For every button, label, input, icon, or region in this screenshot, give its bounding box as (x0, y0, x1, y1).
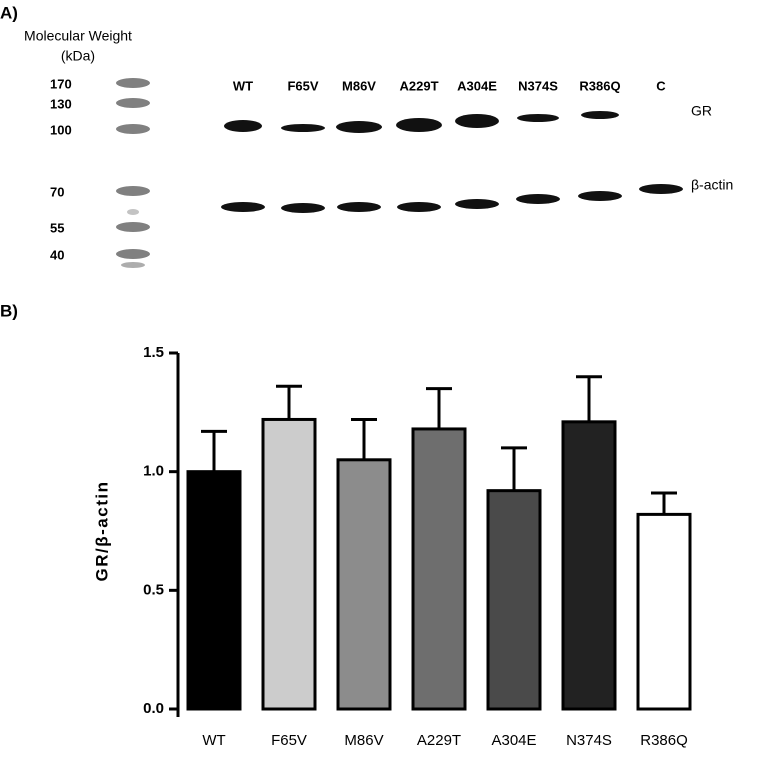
bar (411, 427, 467, 711)
blot-band (639, 184, 683, 194)
mw-unit: (kDa) (61, 48, 95, 64)
blot-band (455, 114, 499, 128)
blot-band (397, 202, 441, 212)
blot-band (224, 120, 262, 132)
lane-label: A304E (457, 78, 497, 93)
bar (636, 512, 692, 711)
blot-band (281, 124, 325, 132)
bar (336, 458, 392, 711)
y-tick-label: 0.5 (143, 581, 164, 598)
panel-label: A) (0, 3, 18, 22)
marker-label: 170 (50, 76, 72, 91)
ladder-band (116, 249, 150, 259)
y-tick-label: 1.5 (143, 344, 164, 361)
ladder-band (127, 209, 139, 215)
bar (186, 470, 242, 711)
mw-title: Molecular Weight (24, 28, 132, 44)
marker-label: 40 (50, 247, 64, 262)
blot-band (396, 118, 442, 132)
x-tick-label: M86V (344, 732, 383, 749)
blot-band (581, 111, 619, 119)
blot-band (517, 114, 559, 122)
marker-label: 55 (50, 220, 64, 235)
x-tick-label: A229T (417, 732, 461, 749)
bar (261, 417, 317, 711)
ladder-band (116, 98, 150, 108)
marker-label: 130 (50, 96, 72, 111)
ladder-band (116, 78, 150, 88)
x-tick-label: R386Q (640, 732, 688, 749)
band-label: GR (691, 103, 712, 119)
ladder-band (116, 124, 150, 134)
blot-band (221, 202, 265, 212)
bar (561, 420, 617, 711)
y-tick-label: 0.0 (143, 700, 164, 717)
blot-band (337, 202, 381, 212)
blot-band (578, 191, 622, 201)
blot-band (516, 194, 560, 204)
bar (486, 489, 542, 711)
y-axis-label: GR/β-actin (92, 481, 111, 582)
ladder-band (121, 262, 145, 268)
marker-label: 100 (50, 122, 72, 137)
blot-band (281, 203, 325, 213)
blot-band (455, 199, 499, 209)
panel-label: B) (0, 301, 18, 320)
blot-band (336, 121, 382, 133)
x-tick-label: A304E (491, 732, 536, 749)
ladder-band (116, 186, 150, 196)
lane-label: F65V (287, 78, 318, 93)
x-tick-label: N374S (566, 732, 612, 749)
band-label: β-actin (691, 177, 733, 193)
lane-label: WT (233, 78, 253, 93)
lane-label: A229T (399, 78, 438, 93)
x-tick-label: F65V (271, 732, 307, 749)
lane-label: M86V (342, 78, 376, 93)
ladder-band (116, 222, 150, 232)
x-tick-label: WT (202, 732, 225, 749)
lane-label: N374S (518, 78, 558, 93)
marker-label: 70 (50, 184, 64, 199)
lane-label: C (656, 78, 666, 93)
lane-label: R386Q (579, 78, 620, 93)
y-tick-label: 1.0 (143, 463, 164, 480)
